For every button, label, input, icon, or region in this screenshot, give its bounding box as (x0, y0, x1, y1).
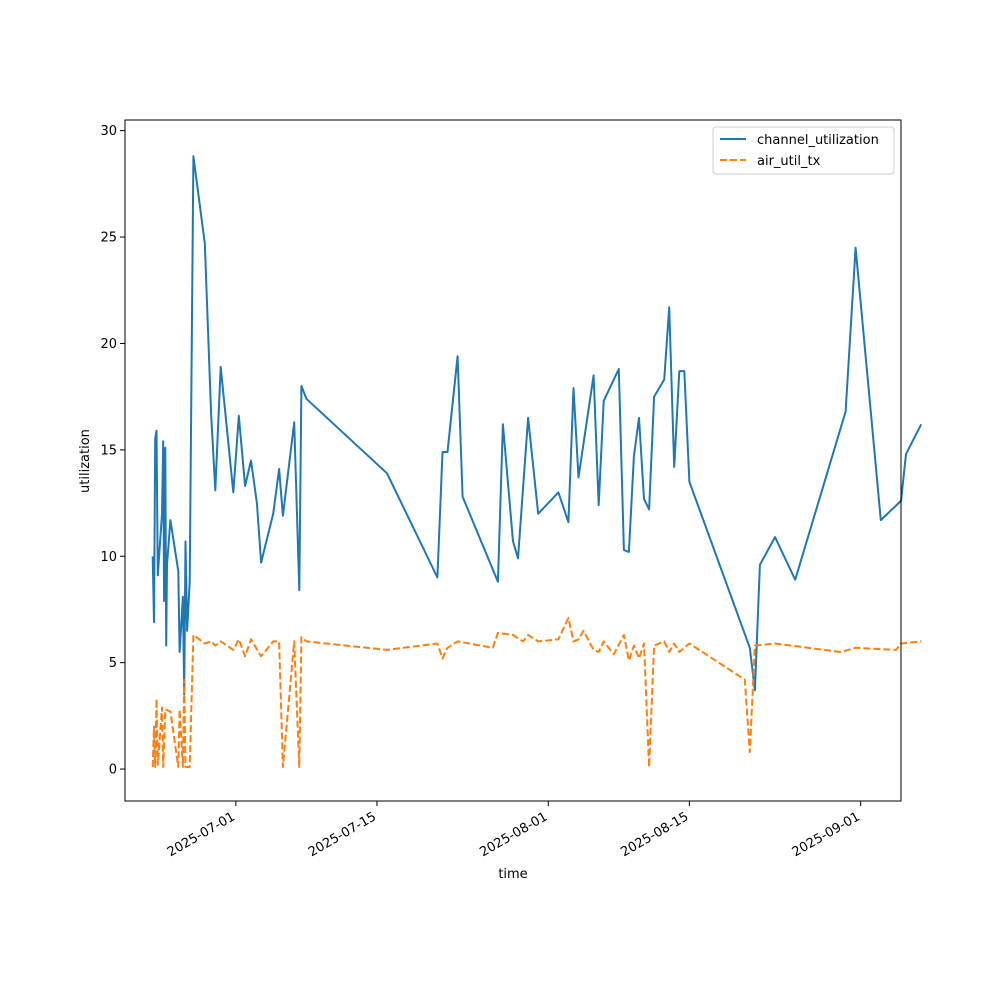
legend-label-channel-utilization: channel_utilization (757, 133, 879, 148)
y-tick-label: 5 (109, 656, 117, 671)
plot-area (151, 155, 923, 768)
x-axis-title: time (498, 867, 527, 882)
legend-box (712, 126, 895, 175)
y-tick-label: 20 (100, 337, 117, 352)
y-tick-label: 30 (100, 124, 117, 139)
y-tick-label: 15 (100, 443, 117, 458)
y-tick-label: 10 (100, 550, 117, 565)
y-tick-label: 0 (109, 763, 117, 778)
legend: channel_utilization air_util_tx (712, 126, 895, 175)
y-axis: 0 5 10 15 20 25 30 (100, 124, 125, 778)
y-tick-label: 25 (100, 231, 117, 246)
axes-frame (124, 119, 902, 802)
legend-label-air-util-tx: air_util_tx (757, 154, 821, 169)
y-axis-title: utilization (78, 429, 93, 493)
series-line-channel-utilization (151, 155, 923, 696)
